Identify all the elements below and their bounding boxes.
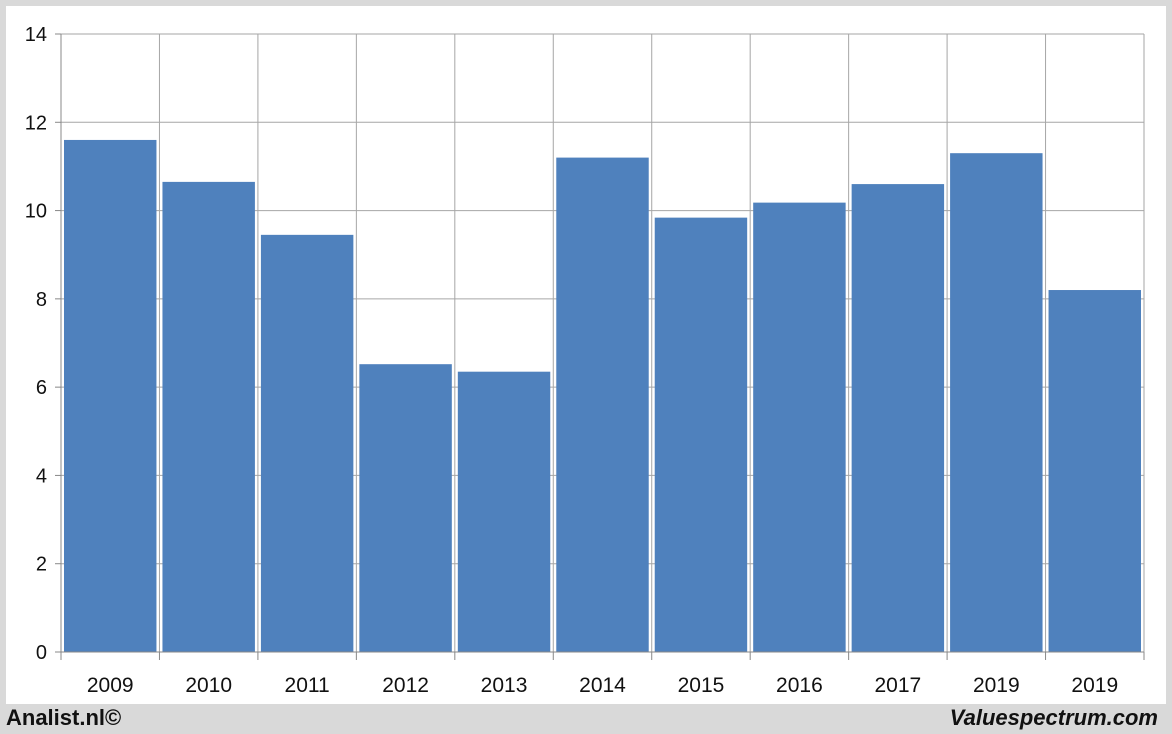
bar [162,181,255,652]
bar [950,153,1043,652]
y-tick-label: 2 [36,554,47,576]
chart-frame: 0 2 4 6 8 10 12 14 2009 2010 2011 2012 2013 2014 2015 2… [6,6,1166,704]
y-tick-label: 12 [25,112,47,134]
y-tick-label: 4 [36,465,47,487]
x-tick-label: 2014 [579,674,626,697]
x-tick-label: 2019 [973,674,1020,697]
bar [64,139,157,652]
y-tick-label: 10 [25,201,47,223]
bar [556,157,649,652]
footer-right-credit: Valuespectrum.com [949,705,1158,730]
bar [457,371,551,652]
y-tick-label: 6 [36,377,47,399]
x-tick-label: 2017 [875,674,922,697]
x-tick-label: 2011 [285,674,330,697]
x-tick-label: 2015 [678,674,725,697]
bar-chart: 0 2 4 6 8 10 12 14 2009 2010 2011 2012 2013 2014 2015 2… [25,24,1145,697]
bar [753,202,846,652]
y-tick-label: 8 [36,289,47,311]
bar [851,184,945,653]
bar [359,364,452,652]
bar [1048,290,1141,652]
x-tick-label: 2016 [776,674,823,697]
bar [260,234,354,652]
x-tick-label: 2010 [185,674,232,697]
y-tick-label: 14 [25,24,47,46]
x-tick-label: 2013 [481,674,528,697]
x-tick-label: 2009 [87,674,134,697]
y-tick-label: 0 [36,642,47,664]
x-tick-label: 2012 [382,674,429,697]
bar [654,217,748,653]
x-tick-label: 2019 [1071,674,1118,697]
footer-left-credit: Analist.nl© [6,705,122,730]
